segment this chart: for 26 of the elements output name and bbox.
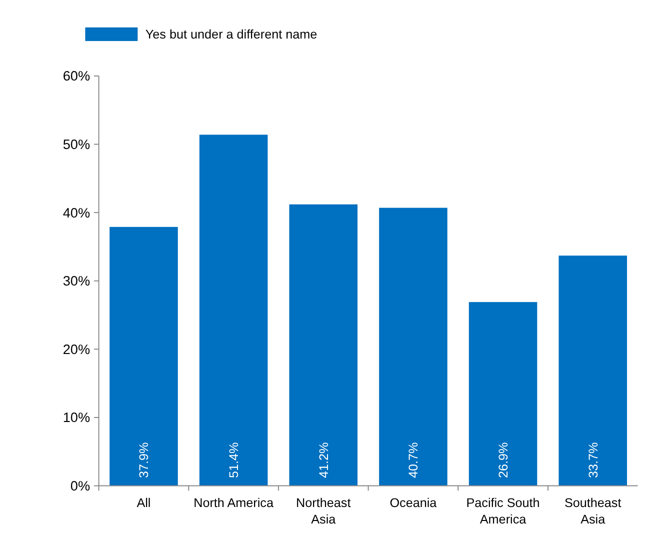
bar [289,204,358,486]
bar [468,302,538,486]
y-tick-label: 50% [62,137,90,152]
legend-label: Yes but under a different name [145,28,318,42]
bar [199,134,268,486]
data-label: 41.2% [316,442,331,478]
data-label: 37.9% [137,442,152,478]
x-tick-label: Pacific South America [466,496,540,527]
x-tick-label: All [136,496,151,510]
bar [110,226,178,486]
y-tick-label: 0% [70,478,90,494]
bar [558,256,627,486]
y-tick-label: 60% [62,68,90,84]
bar [379,208,448,486]
data-label: 40.7% [406,442,421,478]
data-label: 51.4% [226,442,241,478]
y-tick-label: 10% [62,410,90,426]
data-label: 26.9% [496,442,510,478]
x-tick-label: North America [194,496,274,510]
y-tick-label: 40% [62,205,90,220]
x-tick-label: Northeast Asia [296,496,352,527]
x-tick-label: Southeast Asia [564,496,622,527]
y-tick-label: 30% [62,274,90,289]
data-label: 33.7% [586,442,600,478]
x-tick-label: Oceania [390,496,438,510]
y-tick-label: 20% [62,342,90,357]
